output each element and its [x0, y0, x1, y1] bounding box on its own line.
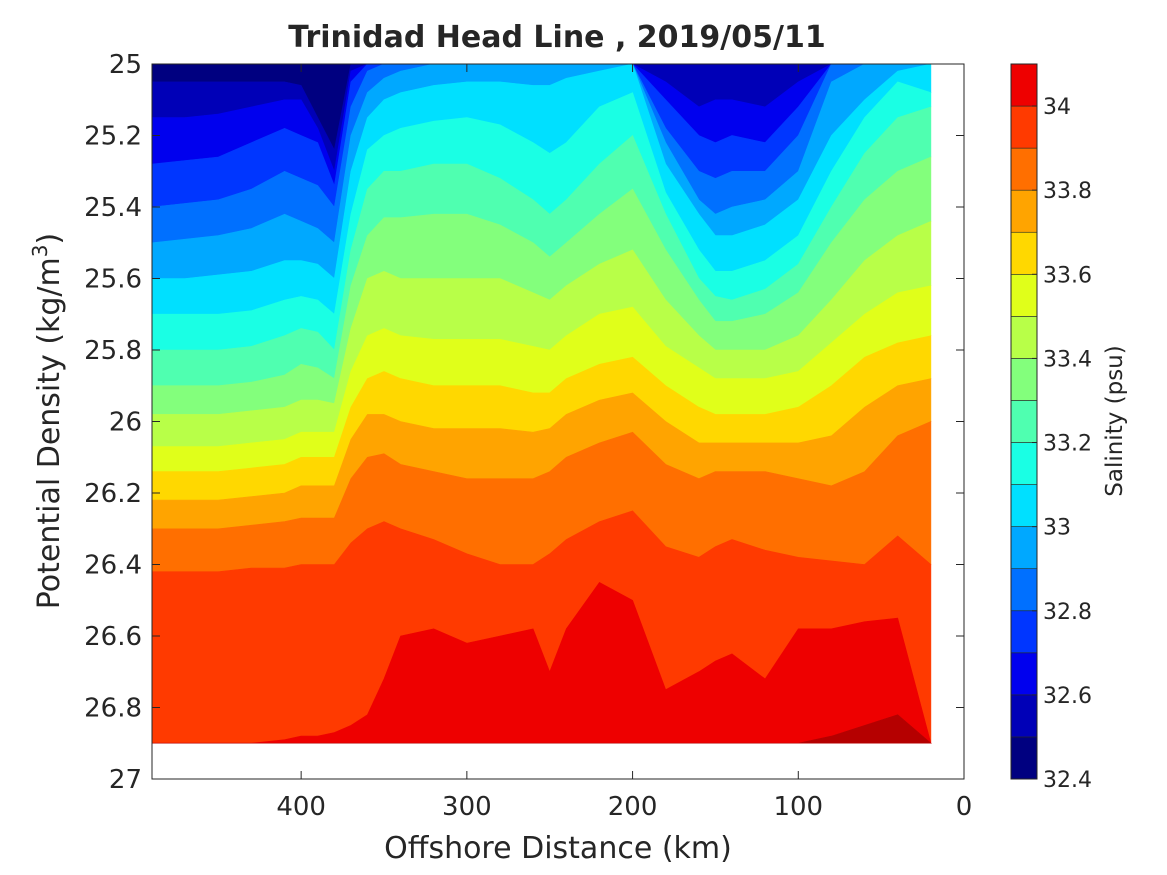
y-axis-label: Potential Density (kg/m3): [28, 233, 67, 609]
colorbar-swatch: [1010, 652, 1038, 696]
colorbar-swatch: [1010, 63, 1038, 107]
colorbar-tick-label: 32.6: [1043, 684, 1092, 709]
y-tick-label: 26.6: [84, 622, 142, 652]
x-tick-label: 200: [608, 792, 658, 822]
colorbar-swatch: [1010, 358, 1038, 401]
y-axis-label-superscript: 3: [28, 244, 52, 257]
y-tick-label: 25.8: [84, 336, 142, 366]
x-tick-label: 100: [773, 792, 823, 822]
x-tick-label: 0: [956, 792, 973, 822]
colorbar: 32.4 32.6 32.8 33 33.2 33.4 33.6 33.8 34 Salinit…: [1010, 63, 1128, 793]
y-axis-label-close: ): [32, 233, 67, 245]
colorbar-swatch: [1010, 442, 1038, 485]
colorbar-bands: [1010, 63, 1038, 780]
colorbar-swatch: [1010, 316, 1038, 359]
colorbar-swatch: [1010, 400, 1038, 443]
plot-area: 400 300 200 100 0 25 25.2 25.4 25.6 25.8 26 26.2 26…: [84, 50, 972, 822]
colorbar-tick-label: 33.2: [1043, 432, 1092, 457]
y-tick-label: 26.8: [84, 694, 142, 724]
y-axis-label-main: Potential Density (kg/m: [32, 257, 67, 609]
y-tick-label: 25.6: [84, 265, 142, 295]
x-tick-label: 300: [442, 792, 492, 822]
colorbar-swatch: [1010, 526, 1038, 570]
colorbar-tick-label: 32.8: [1043, 600, 1092, 625]
colorbar-ticks: 32.4 32.6 32.8 33 33.2 33.4 33.6 33.8 34: [1032, 95, 1092, 793]
colorbar-swatch: [1010, 105, 1038, 149]
colorbar-swatch: [1010, 484, 1038, 527]
colorbar-tick-label: 33.6: [1043, 263, 1092, 288]
y-tick-label: 25: [109, 50, 142, 80]
colorbar-tick-label: 33: [1043, 516, 1071, 541]
colorbar-swatch: [1010, 273, 1038, 317]
y-tick-label: 26: [109, 408, 142, 438]
colorbar-swatch: [1010, 568, 1038, 612]
colorbar-tick-label: 33.8: [1043, 179, 1092, 204]
colorbar-tick-label: 34: [1043, 95, 1071, 120]
salinity-band: [152, 714, 932, 744]
colorbar-swatch: [1010, 189, 1038, 233]
colorbar-swatch: [1010, 610, 1038, 654]
y-axis-ticks: 25 25.2 25.4 25.6 25.8 26 26.2 26.4 26.6 26.8 27: [84, 50, 964, 795]
contour-bands: [152, 64, 932, 745]
x-tick-label: 400: [276, 792, 326, 822]
y-tick-label: 27: [109, 765, 142, 795]
x-axis-label: Offshore Distance (km): [384, 831, 732, 866]
colorbar-frame: [1010, 63, 1038, 780]
y-tick-label: 26.4: [84, 551, 142, 581]
colorbar-swatch: [1010, 736, 1038, 780]
colorbar-swatch: [1010, 231, 1038, 275]
y-tick-label: 25.2: [84, 122, 142, 152]
y-tick-label: 25.4: [84, 193, 142, 223]
chart-title: Trinidad Head Line , 2019/05/11: [288, 20, 825, 55]
y-tick-label: 26.2: [84, 479, 142, 509]
colorbar-label: Salinity (psu): [1102, 345, 1128, 497]
x-axis-ticks: 400 300 200 100 0: [276, 64, 972, 822]
colorbar-swatch: [1010, 147, 1038, 191]
colorbar-tick-label: 33.4: [1043, 347, 1092, 372]
colorbar-swatch: [1010, 694, 1038, 738]
colorbar-tick-label: 32.4: [1043, 768, 1092, 793]
